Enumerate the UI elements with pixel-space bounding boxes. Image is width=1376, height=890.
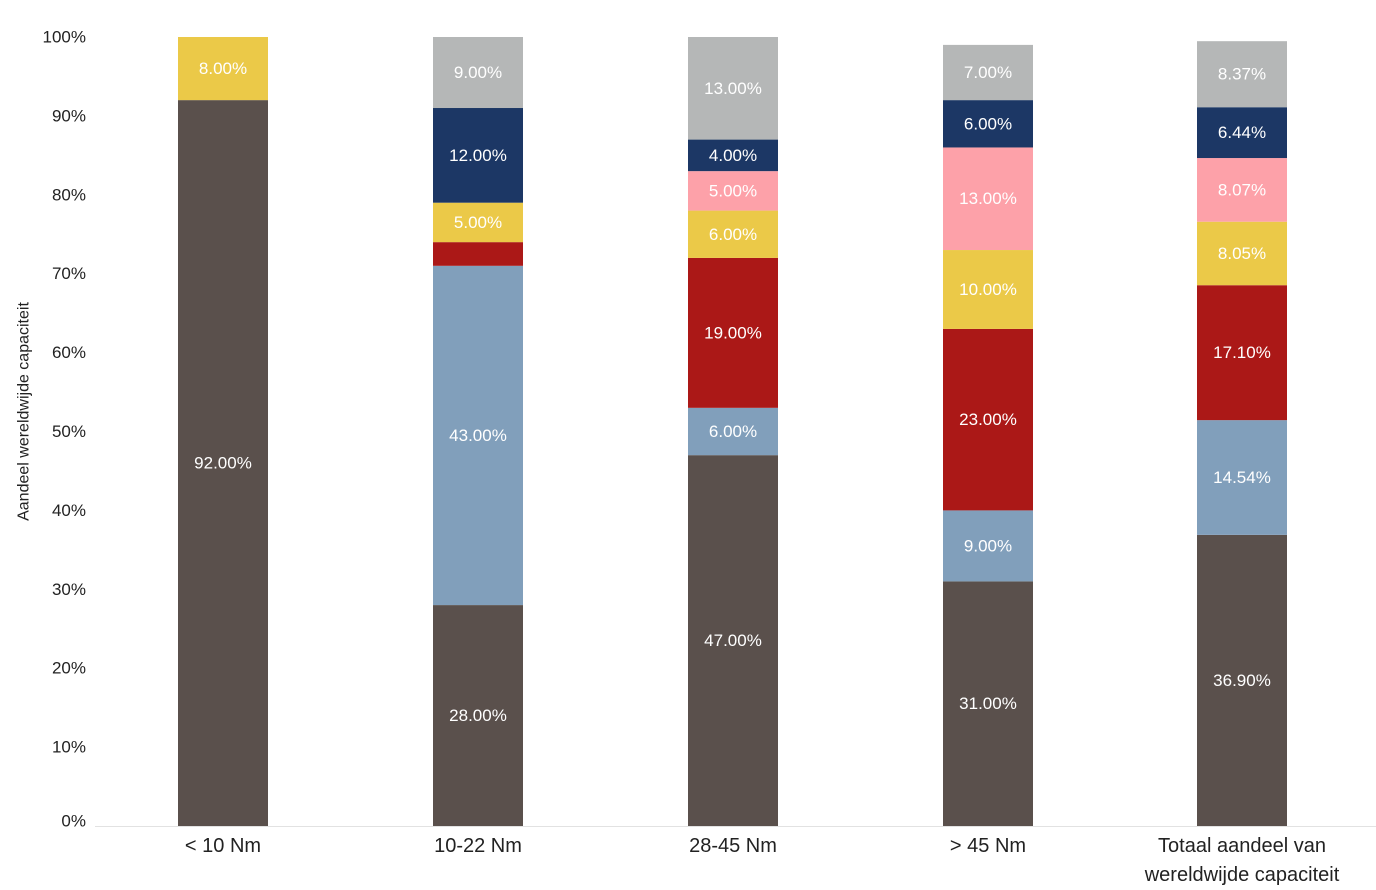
bar-segment bbox=[433, 37, 523, 109]
bar-segment bbox=[1197, 285, 1287, 421]
y-tick-label: 60% bbox=[52, 343, 86, 362]
bar-segment bbox=[943, 250, 1033, 329]
y-tick-label: 40% bbox=[52, 501, 86, 520]
data-label: 17.10% bbox=[1213, 343, 1271, 362]
x-category-label: 10-22 Nm bbox=[434, 835, 522, 857]
x-category-label: > 45 Nm bbox=[950, 835, 1026, 857]
x-category-label: Totaal aandeel van wereldwijde capaciteit bbox=[1144, 835, 1340, 886]
y-axis: 0% 10% 20% 30% 40% 50% 60% 70% 80% 90% 100% bbox=[43, 28, 86, 831]
data-label: 36.90% bbox=[1213, 671, 1271, 690]
data-label: 8.05% bbox=[1218, 244, 1266, 263]
bar-segment bbox=[433, 202, 523, 243]
y-tick-label: 30% bbox=[52, 580, 86, 599]
bar-segment bbox=[433, 108, 523, 203]
data-label: 5.00% bbox=[454, 213, 502, 232]
data-label: 10.00% bbox=[959, 280, 1017, 299]
bar-segment bbox=[943, 44, 1033, 101]
data-label: 6.00% bbox=[709, 225, 757, 244]
x-category-label: 28-45 Nm bbox=[689, 835, 777, 857]
x-axis: < 10 Nm 10-22 Nm 28-45 Nm > 45 Nm Totaal aan… bbox=[185, 835, 1340, 886]
data-label: 92.00% bbox=[194, 454, 252, 473]
x-category-label: < 10 Nm bbox=[185, 835, 261, 857]
bar-segment bbox=[1197, 41, 1287, 108]
bar-segment bbox=[943, 328, 1033, 511]
bar-segment bbox=[178, 100, 268, 827]
bar-stack: 28.00% 43.00% 5.00% 12.00% 9.00% bbox=[433, 37, 523, 826]
bar-stack: 31.00% 9.00% 23.00% 10.00% 13.00% 6.00% 7.00% bbox=[943, 44, 1033, 826]
y-tick-label: 50% bbox=[52, 422, 86, 441]
bar-segment bbox=[688, 171, 778, 211]
data-label: 19.00% bbox=[704, 323, 762, 342]
data-label: 43.00% bbox=[449, 426, 507, 445]
y-tick-label: 100% bbox=[43, 28, 86, 47]
data-label: 7.00% bbox=[964, 63, 1012, 82]
data-label: 8.00% bbox=[199, 59, 247, 78]
bar-segment bbox=[1197, 221, 1287, 286]
bar-segment bbox=[1197, 107, 1287, 159]
bar-segment bbox=[688, 210, 778, 258]
data-label: 13.00% bbox=[959, 189, 1017, 208]
bar-segment bbox=[688, 37, 778, 140]
data-label: 5.00% bbox=[709, 181, 757, 200]
data-label: 28.00% bbox=[449, 706, 507, 725]
data-label: 31.00% bbox=[959, 694, 1017, 713]
data-label: 6.00% bbox=[709, 422, 757, 441]
y-tick-label: 0% bbox=[61, 812, 86, 831]
bar-stack: 47.00% 6.00% 19.00% 6.00% 5.00% 4.00% 13.00% bbox=[688, 37, 778, 826]
data-label: 47.00% bbox=[704, 631, 762, 650]
bar-segment bbox=[433, 242, 523, 266]
data-label: 9.00% bbox=[454, 63, 502, 82]
y-tick-label: 20% bbox=[52, 659, 86, 678]
bar-segment bbox=[1197, 420, 1287, 535]
data-label: 23.00% bbox=[959, 410, 1017, 429]
y-tick-label: 10% bbox=[52, 738, 86, 757]
y-tick-label: 70% bbox=[52, 264, 86, 283]
bar-segment bbox=[943, 100, 1033, 148]
bar-segment bbox=[1197, 158, 1287, 222]
bar-segment bbox=[688, 407, 778, 456]
bar-segment bbox=[433, 265, 523, 606]
y-tick-label: 90% bbox=[52, 106, 86, 125]
bar-stack: 92.00% 8.00% bbox=[178, 37, 268, 827]
bar-segment bbox=[943, 581, 1033, 826]
data-label: 12.00% bbox=[449, 146, 507, 165]
data-label: 4.00% bbox=[709, 146, 757, 165]
data-label: 6.44% bbox=[1218, 123, 1266, 142]
bar-segment bbox=[943, 510, 1033, 582]
y-axis-label: Aandeel wereldwijde capaciteit bbox=[16, 302, 33, 521]
data-label: 6.00% bbox=[964, 114, 1012, 133]
bars: 92.00% 8.00% 28.00% 43.00% 5.00% 12.00% 9.00% 4… bbox=[178, 37, 1287, 827]
bar-segment bbox=[433, 605, 523, 826]
bar-segment bbox=[688, 257, 778, 408]
data-label: 14.54% bbox=[1213, 468, 1271, 487]
bar-segment bbox=[1197, 534, 1287, 826]
bar-stack: 36.90% 14.54% 17.10% 8.05% 8.07% 6.44% 8.37% bbox=[1197, 41, 1287, 826]
bar-segment bbox=[178, 37, 268, 101]
data-label: 13.00% bbox=[704, 79, 762, 98]
bar-segment bbox=[688, 139, 778, 172]
data-label: 8.37% bbox=[1218, 65, 1266, 84]
data-label: 8.07% bbox=[1218, 180, 1266, 199]
bar-segment bbox=[688, 455, 778, 826]
bar-segment bbox=[943, 147, 1033, 251]
y-tick-label: 80% bbox=[52, 185, 86, 204]
data-label: 9.00% bbox=[964, 536, 1012, 555]
